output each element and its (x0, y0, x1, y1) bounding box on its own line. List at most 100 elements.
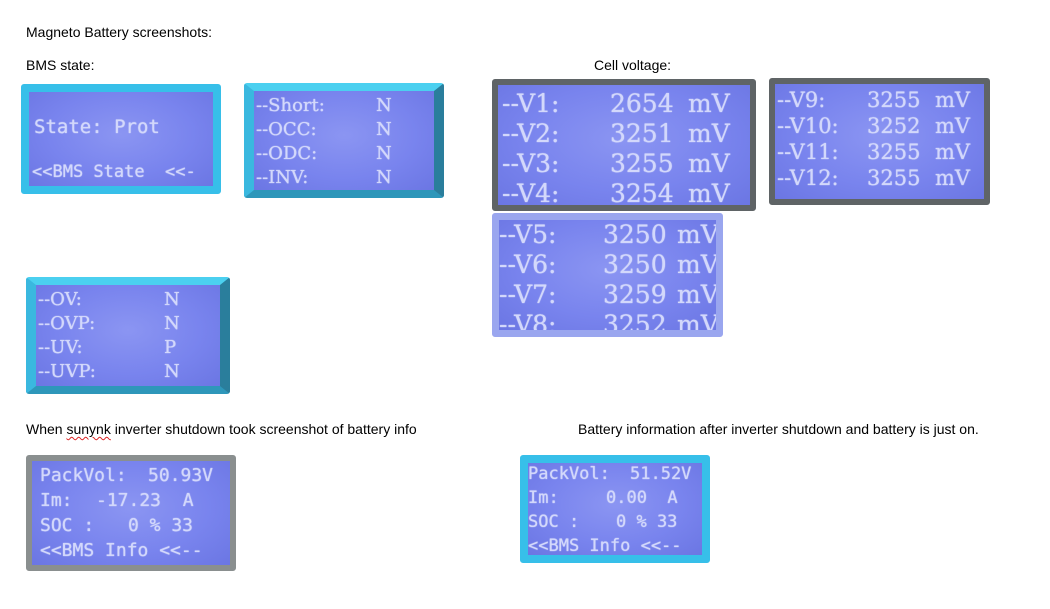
cell-label: --V4: (502, 179, 560, 208)
current-value: -17.23 A (96, 490, 194, 511)
packvol-label: PackVol: (40, 465, 127, 486)
fault-row: --ODC: N (254, 145, 434, 167)
fault-row: --UV: P (36, 339, 220, 363)
current-label: Im: (40, 490, 73, 511)
fault-label: --Short: (256, 95, 325, 116)
current-value: 0.00 A (606, 488, 678, 508)
cell-value: 3255 (867, 88, 921, 112)
packvol-label: PackVol: (528, 464, 610, 484)
lcd-bms-info-shutdown: PackVol: 50.93V Im: -17.23 A SOC : 0 % 33 <… (26, 455, 236, 571)
cell-label: --V8: (499, 310, 557, 337)
fault-label: --UV: (38, 337, 83, 358)
info-footer: <<BMS Info <<-- (32, 542, 230, 565)
cell-label: --V2: (502, 119, 560, 148)
bms-state-value: State: Prot (34, 116, 160, 138)
bms-state-heading: BMS state: (26, 57, 95, 73)
fault-value: N (376, 143, 392, 164)
cell-unit: mV (677, 280, 719, 309)
packvol-value: 50.93V (148, 465, 214, 486)
fault-value: N (164, 313, 180, 334)
cell-row: --V11: 3255 mV (775, 142, 984, 168)
shutdown-caption-post: inverter shutdown took screenshot of bat… (110, 421, 417, 437)
cell-row: --V12: 3255 mV (775, 168, 984, 194)
fault-label: --OVP: (38, 313, 96, 334)
soc-value: 0 % 33 (128, 515, 194, 536)
lcd-bms-faults-2: --OV: N --OVP: N --UV: P --UVP: N (26, 277, 230, 394)
cell-unit: mV (935, 88, 971, 112)
fault-row: --OV: N (36, 291, 220, 315)
cell-value: 3250 (603, 220, 667, 249)
lcd-cells-9-12: --V9: 3255 mV --V10: 3252 mV --V11: 3255 mV --… (769, 78, 990, 205)
cell-label: --V6: (499, 250, 557, 279)
fault-row: --INV: N (254, 167, 434, 190)
fault-label: --INV: (256, 167, 309, 188)
cell-row: --V4: 3254 mV (498, 179, 750, 208)
lcd-cells-1-4: --V1: 2654 mV --V2: 3251 mV --V3: 3255 mV --V4… (492, 79, 756, 211)
cell-value: 3259 (603, 280, 667, 309)
cell-row: --V5: 3250 mV (499, 222, 716, 250)
cell-label: --V11: (777, 140, 839, 164)
lcd-bms-info-after: PackVol: 51.52V Im: 0.00 A SOC : 0 % 33 <<B… (520, 455, 710, 563)
current-label: Im: (528, 488, 559, 508)
fault-label: --UVP: (38, 361, 96, 382)
cell-row: --V7: 3259 mV (499, 282, 716, 310)
cell-label: --V9: (777, 88, 826, 112)
cell-unit: mV (688, 89, 730, 118)
cell-value: 3250 (603, 250, 667, 279)
cell-value: 3255 (610, 149, 674, 178)
fault-value: N (376, 167, 392, 188)
cell-label: --V1: (502, 89, 560, 118)
cell-row: --V1: 2654 mV (498, 91, 750, 119)
cell-unit: mV (935, 114, 971, 138)
cell-unit: mV (935, 166, 971, 190)
cell-label: --V5: (499, 220, 557, 249)
fault-label: --ODC: (256, 143, 318, 164)
fault-value: N (376, 95, 392, 116)
cell-label: --V3: (502, 149, 560, 178)
cell-value: 3252 (867, 114, 921, 138)
cell-value: 3252 (603, 310, 667, 337)
cell-value: 3251 (610, 119, 674, 148)
cell-unit: mV (935, 140, 971, 164)
cell-row: --V6: 3250 mV (499, 252, 716, 280)
fault-label: --OCC: (256, 119, 317, 140)
fault-row: --OVP: N (36, 315, 220, 339)
after-shutdown-caption: Battery information after inverter shutd… (578, 421, 979, 437)
cell-unit: mV (677, 310, 719, 337)
bms-state-footer: <<BMS State <<- (32, 162, 196, 182)
cell-unit: mV (688, 179, 730, 208)
cell-value: 3254 (610, 179, 674, 208)
cell-label: --V12: (777, 166, 839, 190)
fault-value: P (164, 337, 177, 358)
cell-value: 3255 (867, 140, 921, 164)
packvol-value: 51.52V (630, 464, 692, 484)
current-row: Im: 0.00 A (528, 490, 702, 513)
cell-unit: mV (688, 119, 730, 148)
soc-value: 0 % 33 (616, 512, 678, 532)
cell-row: --V8: 3252 mV (499, 310, 719, 337)
cell-voltage-heading: Cell voltage: (594, 57, 672, 73)
info-footer: <<BMS Info <<-- (528, 536, 702, 556)
fault-label: --OV: (38, 289, 82, 310)
cell-label: --V10: (777, 114, 839, 138)
current-row: Im: -17.23 A (32, 492, 230, 516)
shutdown-caption-pre: When (26, 421, 67, 437)
cell-unit: mV (677, 250, 719, 279)
misspelled-word: sunynk (66, 421, 111, 437)
soc-label: SOC : (40, 515, 95, 536)
cell-value: 2654 (610, 89, 674, 118)
lcd-cells-5-8: --V5: 3250 mV --V6: 3250 mV --V7: 3259 mV --V8… (492, 213, 723, 337)
cell-row: --V3: 3255 mV (498, 151, 750, 179)
cell-value: 3255 (867, 166, 921, 190)
cell-row: --V9: 3255 mV (775, 90, 984, 116)
fault-value: N (164, 361, 180, 382)
lcd-bms-faults-1: --Short: N --OCC: N --ODC: N --INV: N (244, 83, 444, 198)
fault-row: --Short: N (254, 97, 434, 119)
fault-row: --OCC: N (254, 121, 434, 143)
soc-row: SOC : 0 % 33 (32, 517, 230, 541)
fault-row: --UVP: N (36, 361, 220, 386)
packvol-row: PackVol: 50.93V (32, 467, 230, 491)
info-footer-text: <<BMS Info <<-- (528, 536, 682, 556)
cell-row: --V10: 3252 mV (775, 116, 984, 142)
cell-row: --V2: 3251 mV (498, 121, 750, 149)
